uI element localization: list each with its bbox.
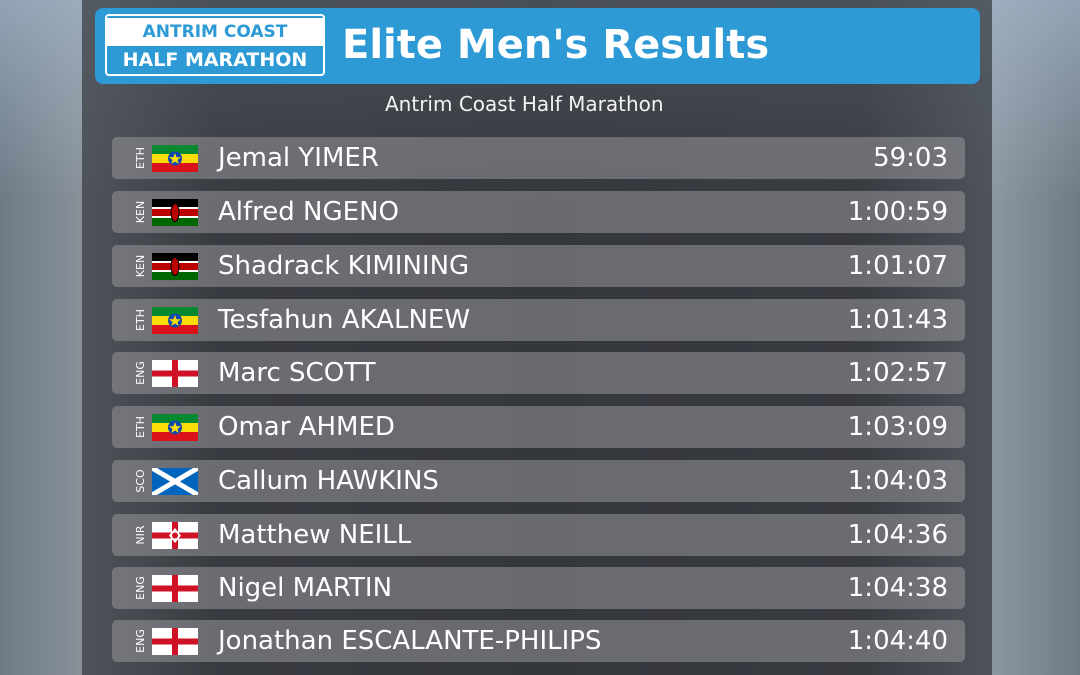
flag [152, 360, 198, 387]
country-code: KEN [134, 200, 147, 224]
flag [152, 414, 198, 441]
country-code: ENG [134, 629, 147, 653]
result-row: ETH Jemal YIMER 59:03 [112, 137, 965, 179]
athlete-name: Matthew NEILL [218, 520, 412, 550]
athlete-name: Tesfahun AKALNEW [218, 305, 471, 335]
country-code: NIR [134, 525, 147, 545]
athlete-name: Omar AHMED [218, 412, 395, 442]
finish-time: 1:00:59 [847, 197, 948, 227]
result-row: ENG Marc SCOTT 1:02:57 [112, 352, 965, 394]
country-code: KEN [134, 254, 147, 278]
finish-time: 1:01:43 [847, 305, 948, 335]
finish-time: 1:03:09 [847, 412, 948, 442]
subtitle: Antrim Coast Half Marathon [385, 92, 664, 116]
result-row: ENG Nigel MARTIN 1:04:38 [112, 567, 965, 609]
logo: ANTRIM COAST HALF MARATHON [105, 14, 325, 76]
flag [152, 307, 198, 334]
country-code: ENG [134, 576, 147, 600]
title: Elite Men's Results [342, 22, 770, 68]
athlete-name: Marc SCOTT [218, 358, 376, 388]
finish-time: 1:04:38 [847, 573, 948, 603]
result-row: ENG Jonathan ESCALANTE-PHILIPS 1:04:40 [112, 620, 965, 662]
country-code: ENG [134, 361, 147, 385]
flag [152, 145, 198, 172]
flag [152, 199, 198, 226]
country-code: ETH [134, 416, 147, 438]
athlete-name: Jonathan ESCALANTE-PHILIPS [218, 626, 602, 656]
athlete-name: Nigel MARTIN [218, 573, 393, 603]
athlete-name: Alfred NGENO [218, 197, 399, 227]
finish-time: 1:04:36 [847, 520, 948, 550]
flag [152, 468, 198, 495]
country-code: ETH [134, 309, 147, 331]
finish-time: 1:01:07 [847, 251, 948, 281]
country-code: SCO [134, 469, 147, 493]
logo-line: ANTRIM COAST [107, 18, 323, 46]
result-row: ETH Omar AHMED 1:03:09 [112, 406, 965, 448]
country-code: ETH [134, 147, 147, 169]
finish-time: 1:04:40 [847, 626, 948, 656]
result-row: KEN Alfred NGENO 1:00:59 [112, 191, 965, 233]
athlete-name: Shadrack KIMINING [218, 251, 470, 281]
athlete-name: Callum HAWKINS [218, 466, 439, 496]
finish-time: 1:02:57 [847, 358, 948, 388]
flag [152, 522, 198, 549]
flag [152, 253, 198, 280]
result-row: KEN Shadrack KIMINING 1:01:07 [112, 245, 965, 287]
result-row: SCO Callum HAWKINS 1:04:03 [112, 460, 965, 502]
result-row: NIR Matthew NEILL 1:04:36 [112, 514, 965, 556]
flag [152, 628, 198, 655]
result-row: ETH Tesfahun AKALNEW 1:01:43 [112, 299, 965, 341]
logo-line: HALF MARATHON [122, 49, 308, 71]
flag [152, 575, 198, 602]
athlete-name: Jemal YIMER [218, 143, 379, 173]
finish-time: 59:03 [873, 143, 948, 173]
finish-time: 1:04:03 [847, 466, 948, 496]
